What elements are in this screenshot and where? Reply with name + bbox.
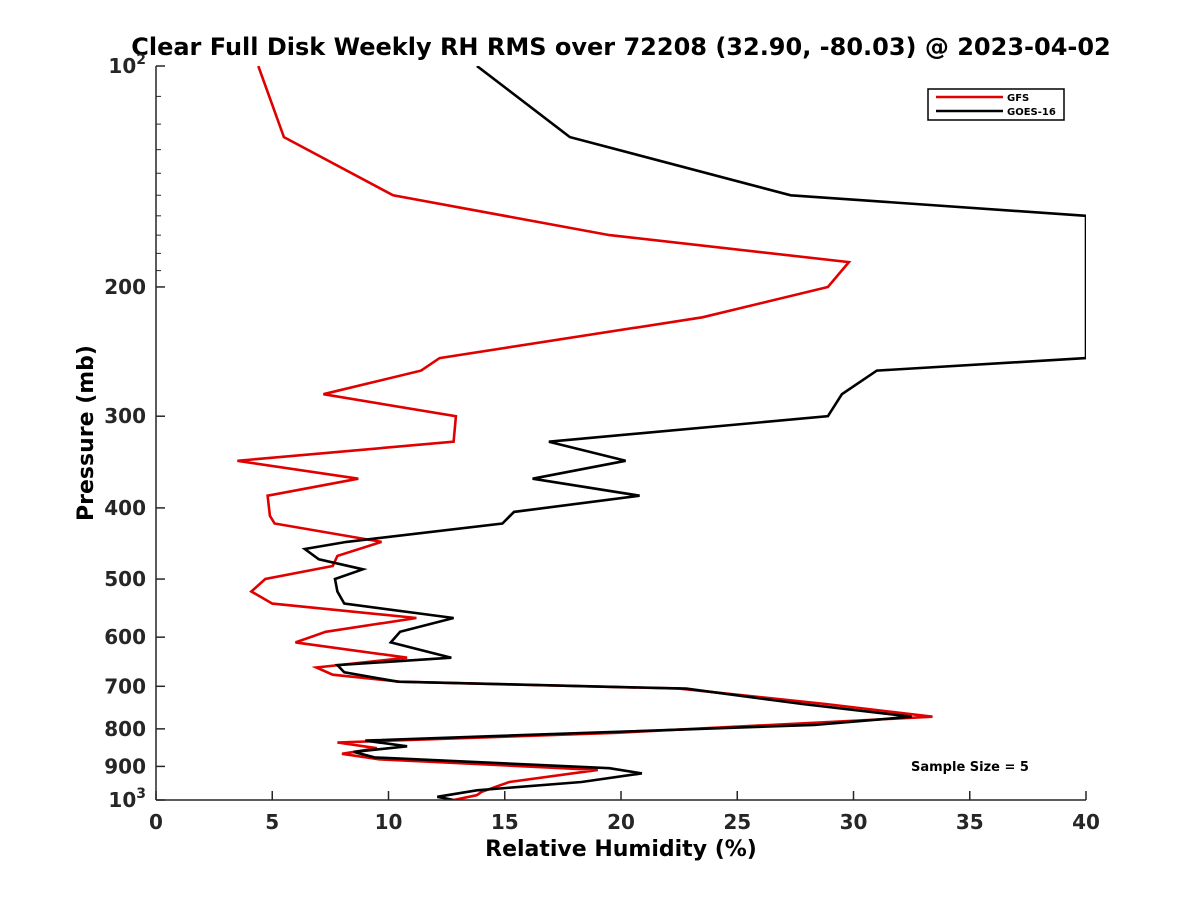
- y-tick-label: 200: [104, 275, 146, 299]
- x-tick-label: 30: [840, 810, 868, 834]
- x-tick-label: 5: [265, 810, 279, 834]
- sample-size-annotation: Sample Size = 5: [911, 760, 1029, 775]
- series-line-goes16: [301, 66, 1086, 800]
- legend-label-goes16: GOES-16: [1007, 107, 1056, 118]
- plot-area: [237, 66, 1086, 800]
- y-tick-label: 600: [104, 625, 146, 649]
- x-tick-label: 10: [375, 810, 403, 834]
- y-tick-label: 103: [108, 786, 146, 812]
- y-tick-label: 500: [104, 567, 146, 591]
- y-tick-label: 400: [104, 496, 146, 520]
- x-tick-label: 25: [723, 810, 751, 834]
- x-axis-label: Relative Humidity (%): [485, 837, 757, 862]
- y-axis-label: Pressure (mb): [74, 345, 99, 521]
- y-tick-label: 900: [104, 754, 146, 778]
- axes: 0 5 10 15 20 25 30 35 40 102 200 300 400 500 600 700 800…: [104, 52, 1100, 834]
- y-tick-label: 700: [104, 674, 146, 698]
- x-tick-label: 0: [149, 810, 163, 834]
- x-tick-label: 35: [956, 810, 984, 834]
- legend: GFS GOES-16: [927, 88, 1065, 121]
- x-tick-label: 20: [607, 810, 635, 834]
- y-tick-label: 102: [108, 52, 146, 78]
- x-tick-label: 40: [1072, 810, 1100, 834]
- legend-label-gfs: GFS: [1007, 93, 1029, 104]
- chart-title: Clear Full Disk Weekly RH RMS over 72208…: [131, 33, 1111, 61]
- legend-box: [927, 88, 1065, 121]
- x-tick-label: 15: [491, 810, 519, 834]
- series-line-gfs: [237, 66, 933, 800]
- y-tick-label: 300: [104, 404, 146, 428]
- y-tick-label: 800: [104, 717, 146, 741]
